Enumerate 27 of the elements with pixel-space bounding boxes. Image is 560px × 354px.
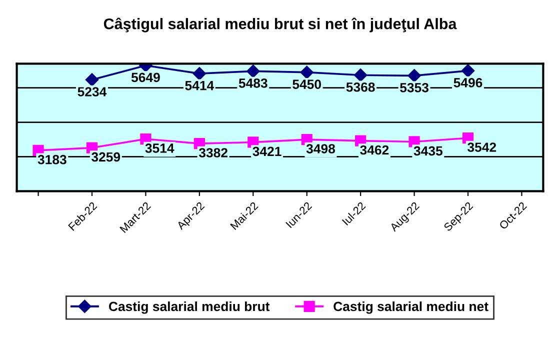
point <box>461 64 475 78</box>
chart-title: Câştigul salarial mediu brut si net în judeţul Alba <box>104 18 457 32</box>
data-label: 5496 <box>454 78 482 88</box>
legend-label: Castig salarial mediu brut <box>108 301 270 314</box>
data-label: 5353 <box>400 82 428 92</box>
data-label: 5483 <box>238 78 268 88</box>
data-label: 3435 <box>414 146 442 156</box>
data-label: 3514 <box>145 144 174 153</box>
data-label: 5234 <box>78 87 107 96</box>
point <box>354 68 368 82</box>
point <box>246 64 260 78</box>
data-label: 3183 <box>38 154 66 164</box>
data-label: 3421 <box>252 146 282 156</box>
data-label: 5414 <box>185 81 214 90</box>
point <box>192 66 206 80</box>
data-label: 5649 <box>131 72 160 82</box>
data-label: 3259 <box>92 152 120 162</box>
point <box>300 66 314 79</box>
data-label: 5450 <box>292 80 321 89</box>
data-label: 3382 <box>198 148 228 158</box>
data-label: 5368 <box>346 82 375 92</box>
point <box>408 69 421 82</box>
data-label: 3542 <box>468 142 496 152</box>
point <box>85 73 99 86</box>
data-label: 3462 <box>360 145 389 155</box>
legend-label: Castig salarial mediu net <box>334 301 488 314</box>
data-label: 3498 <box>306 144 336 154</box>
